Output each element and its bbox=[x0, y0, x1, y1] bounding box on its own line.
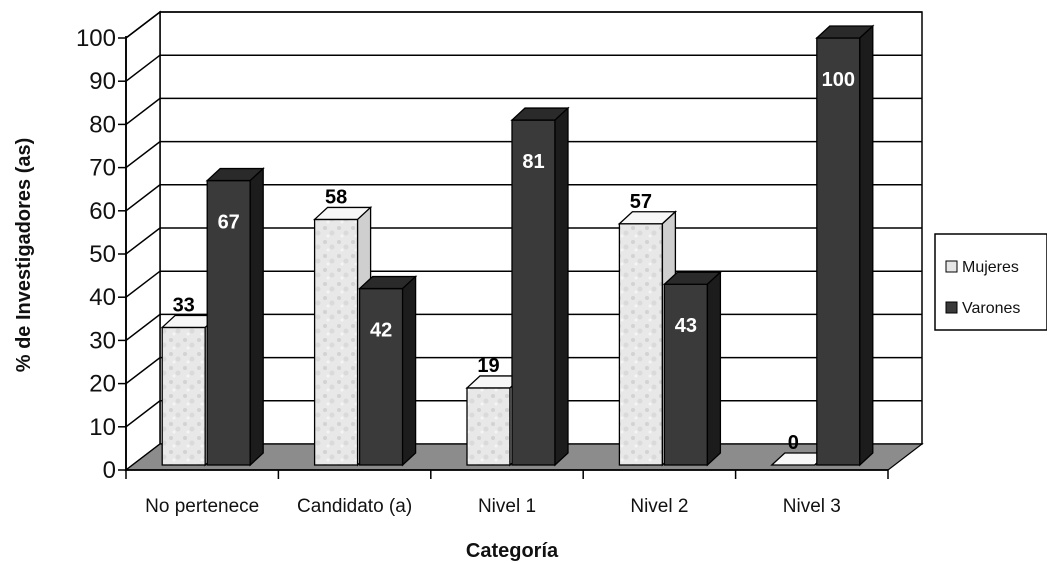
data-label: 58 bbox=[325, 186, 347, 208]
y-tick-label: 50 bbox=[89, 241, 116, 268]
y-tick-label: 30 bbox=[89, 327, 116, 354]
bar-mujeres bbox=[618, 223, 664, 466]
y-tick-label: 20 bbox=[89, 371, 116, 398]
y-tick-label: 80 bbox=[89, 111, 116, 138]
data-label: 67 bbox=[218, 212, 240, 234]
x-tick-label: No pertenece bbox=[145, 496, 259, 517]
gridline bbox=[125, 54, 922, 82]
bar-mujeres bbox=[466, 387, 511, 466]
labels-layer: 0 10 20 30 40 50 60 70 80 90 100 33 67 No pertenece 58… bbox=[76, 25, 855, 517]
bar-mujeres bbox=[161, 326, 206, 466]
y-tick-label: 60 bbox=[89, 198, 116, 225]
y-tick-label: 0 bbox=[103, 457, 116, 484]
legend-box bbox=[934, 233, 1047, 331]
legend-swatch-varones bbox=[945, 301, 958, 314]
data-label: 57 bbox=[630, 191, 652, 213]
gridline bbox=[125, 11, 922, 39]
bar-side-varones bbox=[859, 24, 874, 467]
x-tick-label: Candidato (a) bbox=[297, 496, 412, 517]
bar-varones bbox=[358, 287, 404, 466]
data-label: 33 bbox=[173, 294, 195, 316]
y-axis-title: % de Investigadores (as) bbox=[13, 138, 35, 373]
bar-mujeres bbox=[313, 218, 359, 466]
bars-layer bbox=[160, 24, 875, 467]
data-label: 0 bbox=[788, 432, 799, 454]
axes-layer bbox=[118, 36, 889, 479]
gridline bbox=[125, 184, 922, 212]
data-label: 19 bbox=[477, 355, 499, 377]
y-tick-label: 40 bbox=[89, 284, 116, 311]
y-tick-label: 90 bbox=[89, 68, 116, 95]
bar-varones bbox=[816, 37, 861, 466]
legend: Mujeres Varones bbox=[934, 233, 1047, 331]
data-label: 81 bbox=[522, 151, 544, 173]
data-label: 43 bbox=[675, 315, 697, 337]
x-tick-label: Nivel 2 bbox=[630, 496, 688, 517]
data-label: 100 bbox=[822, 69, 855, 91]
gridline bbox=[125, 97, 922, 125]
bar-side-varones bbox=[554, 106, 569, 467]
x-tick-label: Nivel 3 bbox=[783, 496, 841, 517]
bar-side-varones bbox=[401, 275, 417, 467]
x-tick-label: Nivel 1 bbox=[478, 496, 536, 517]
y-tick-label: 70 bbox=[89, 155, 116, 182]
gridline bbox=[125, 140, 922, 169]
bar-side-varones bbox=[706, 270, 722, 467]
legend-swatch-mujeres bbox=[945, 260, 958, 273]
y-tick-label: 10 bbox=[89, 414, 116, 441]
x-axis-title: Categoría bbox=[466, 540, 559, 562]
bar-varones bbox=[663, 283, 709, 466]
data-label: 42 bbox=[370, 320, 392, 342]
legend-label-varones: Varones bbox=[962, 300, 1020, 317]
bar-varones bbox=[206, 179, 251, 466]
y-tick-label: 100 bbox=[76, 25, 116, 52]
legend-label-mujeres: Mujeres bbox=[962, 259, 1019, 276]
bar-side-varones bbox=[249, 167, 264, 467]
